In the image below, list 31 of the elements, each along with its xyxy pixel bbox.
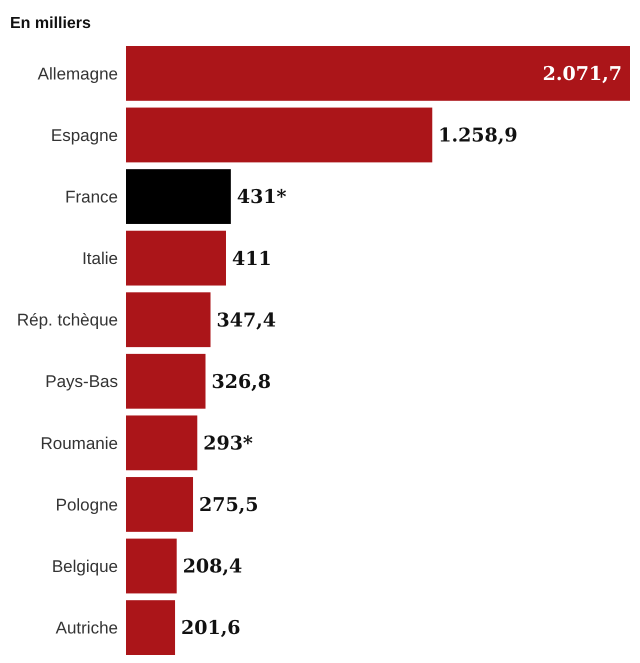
y-tick-label: Italie [82, 249, 118, 268]
bar [126, 46, 630, 101]
data-label: 347,4 [216, 309, 276, 332]
y-tick-label: Pays-Bas [45, 372, 118, 392]
bar [126, 169, 231, 224]
y-tick-label: Espagne [50, 126, 118, 145]
data-label: 201,6 [181, 617, 241, 640]
y-tick-label: Rép. tchèque [16, 310, 118, 330]
y-tick-label: Roumanie [40, 434, 118, 453]
data-label: 293* [203, 432, 253, 455]
y-tick-label: Allemagne [38, 64, 118, 84]
y-tick-label: France [65, 188, 118, 207]
bar [126, 477, 194, 532]
bar [126, 292, 211, 348]
bar [126, 354, 206, 409]
chart-title: En milliers [10, 15, 92, 32]
y-tick-label: Belgique [52, 556, 118, 576]
bar [126, 415, 198, 470]
bar [126, 230, 226, 286]
y-tick-label: Autriche [56, 618, 118, 638]
data-label: 2.071,7 [542, 63, 622, 86]
data-label: 1.258,9 [438, 124, 518, 147]
y-tick-label: Pologne [56, 495, 118, 514]
data-label: 431* [236, 186, 287, 208]
data-label: 326,8 [212, 370, 272, 393]
bar [126, 108, 432, 162]
data-label: 411 [232, 248, 272, 270]
data-label: 208,4 [182, 556, 242, 578]
bar [126, 538, 177, 594]
bar [126, 600, 176, 655]
data-label: 275,5 [199, 494, 259, 516]
